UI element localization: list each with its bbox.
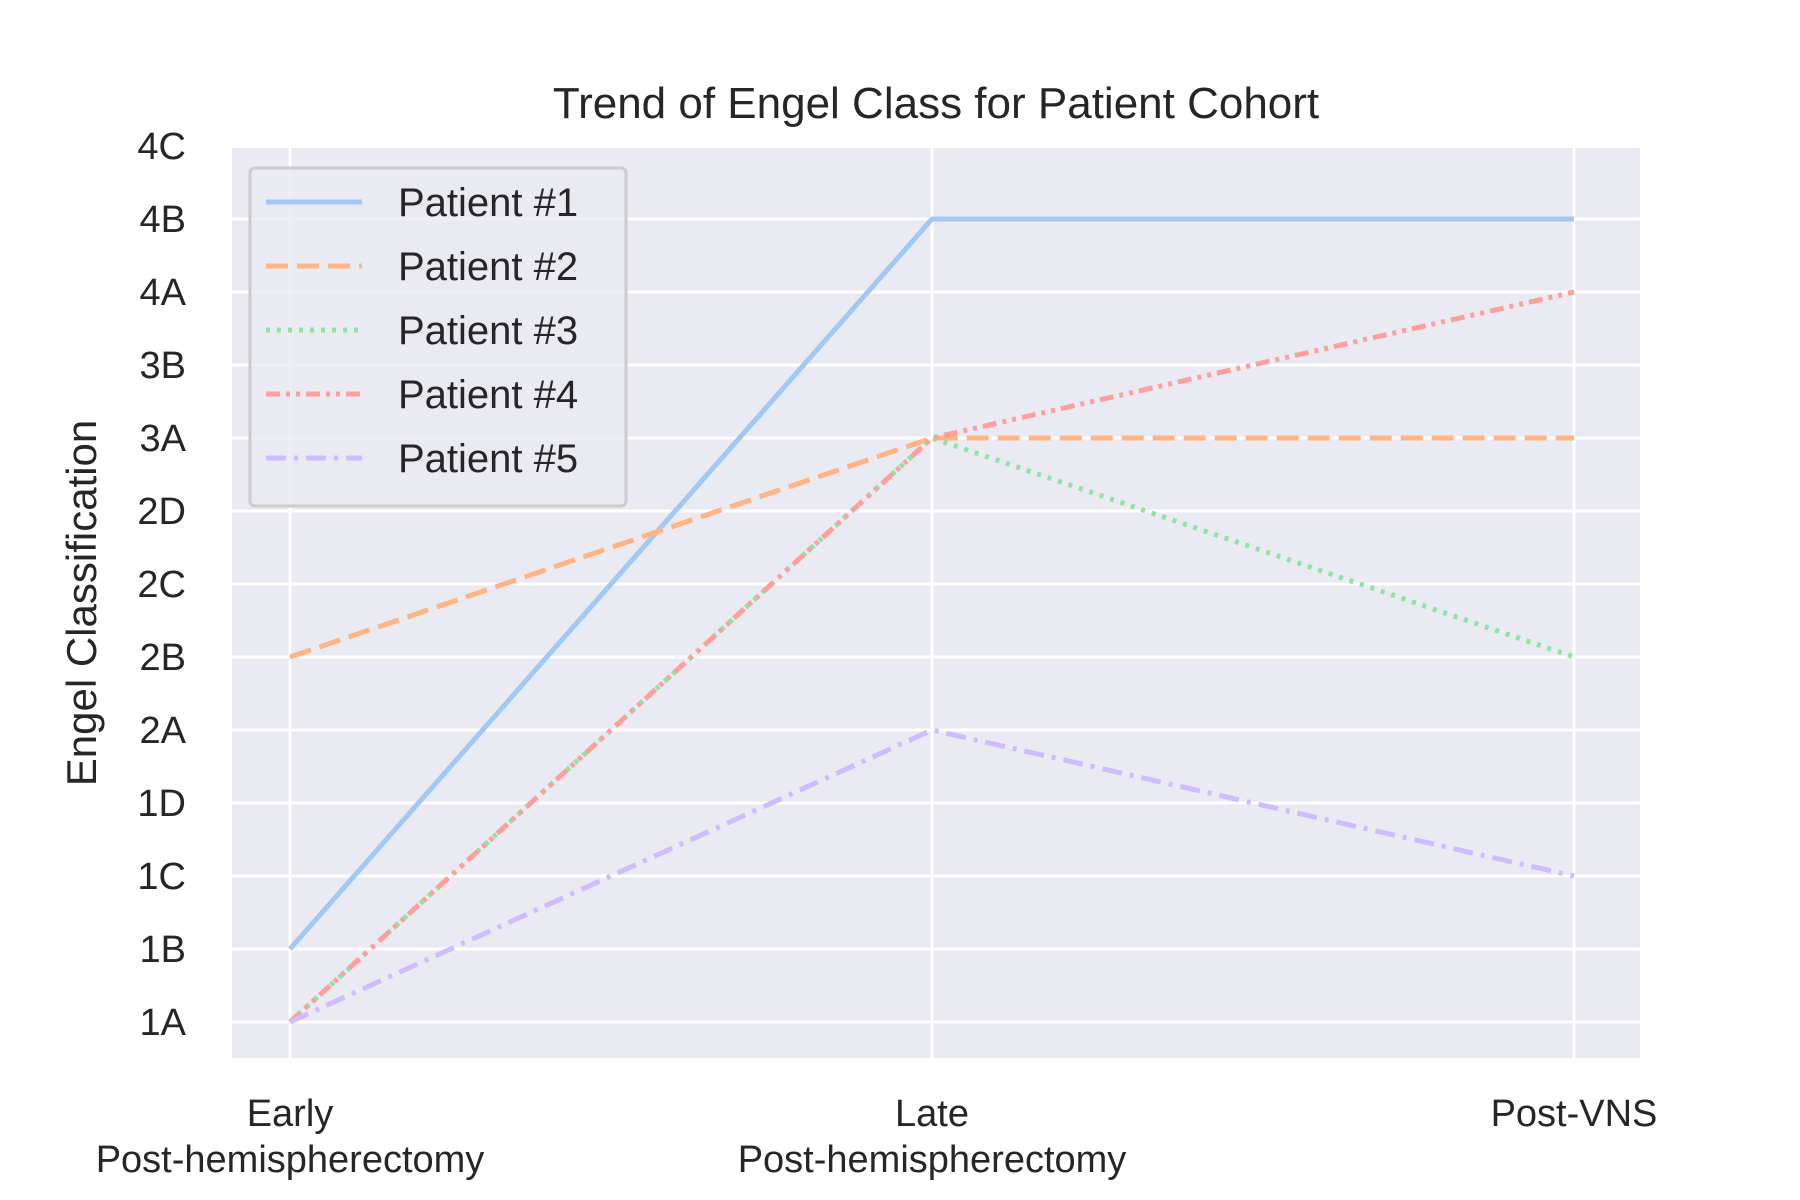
series-line-patient-4 (288, 289, 1575, 1024)
y-tick-label: 3A (140, 418, 187, 460)
y-tick-label: 1C (137, 856, 186, 898)
x-tick-label: Late Post-hemispherectomy (738, 1093, 1127, 1181)
y-tick-label: 2D (137, 491, 186, 533)
y-tick-label: 2B (140, 637, 186, 679)
series-line-patient-2 (289, 435, 1574, 660)
y-tick-label: 1A (140, 1002, 187, 1044)
legend-label: Patient #1 (398, 181, 578, 225)
y-tick-label: 1B (140, 929, 186, 971)
legend: Patient #1 Patient #2 Patient #3 Patient #4… (248, 166, 628, 508)
y-axis-ticks: 1A 1B 1C 1D 2A 2B 2C 2D 3A 3B 4A 4B 4C (137, 126, 186, 1044)
legend-label: Patient #2 (398, 245, 578, 289)
legend-box (248, 166, 628, 508)
legend-label: Patient #3 (398, 309, 578, 353)
x-axis-ticks: Early Post-hemispherectomy Late Post-hemisp… (96, 1093, 1658, 1181)
y-tick-label: 4B (140, 199, 186, 241)
y-tick-label: 2A (140, 710, 187, 752)
series-line-patient-1 (288, 216, 1574, 951)
legend-label: Patient #5 (398, 437, 578, 481)
legend-label: Patient #4 (398, 373, 578, 417)
y-tick-label: 4C (137, 126, 186, 168)
x-tick-label: Early Post-hemispherectomy (96, 1093, 485, 1181)
y-axis-label: Engel Classification (58, 420, 105, 787)
data-lines (288, 216, 1575, 1025)
x-tick-label: Post-VNS (1491, 1093, 1658, 1135)
y-tick-label: 4A (140, 272, 187, 314)
chart-title: Trend of Engel Class for Patient Cohort (553, 79, 1319, 128)
y-tick-label: 3B (140, 345, 186, 387)
y-tick-label: 1D (137, 783, 186, 825)
y-tick-label: 2C (137, 564, 186, 606)
